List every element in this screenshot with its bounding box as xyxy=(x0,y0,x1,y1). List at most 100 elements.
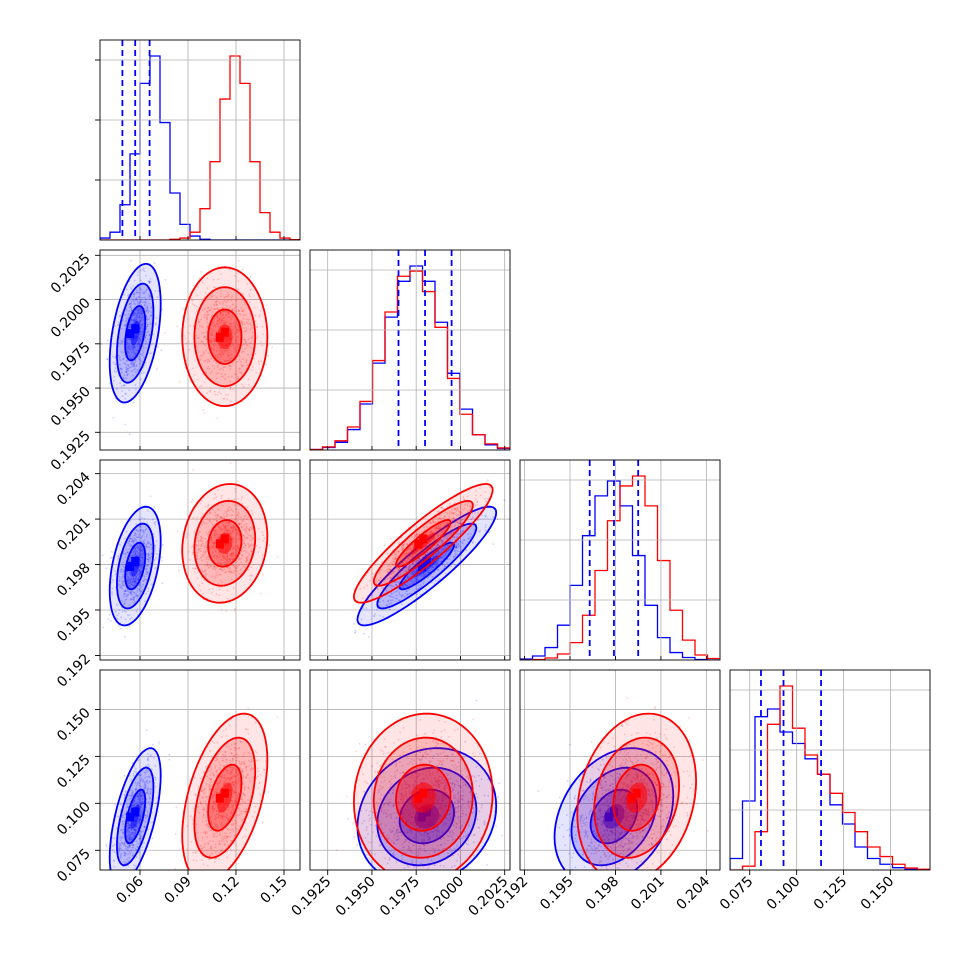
scatter-point xyxy=(232,564,235,567)
scatter-point xyxy=(406,594,409,597)
scatter-point xyxy=(121,565,124,568)
scatter-point xyxy=(231,329,234,332)
scatter-point xyxy=(460,512,463,514)
scatter-point xyxy=(232,527,235,530)
scatter-point xyxy=(140,528,142,531)
scatter-point xyxy=(466,495,469,498)
scatter-point xyxy=(408,558,411,560)
scatter-point xyxy=(144,784,147,787)
scatter-point xyxy=(128,591,131,594)
scatter-point xyxy=(134,388,137,391)
scatter-point xyxy=(436,544,439,547)
scatter-point xyxy=(127,582,129,585)
scatter-point xyxy=(145,528,147,530)
scatter-point xyxy=(477,519,479,521)
scatter-point xyxy=(246,532,249,534)
scatter-point xyxy=(133,364,136,367)
scatter-point xyxy=(222,301,225,303)
scatter-point xyxy=(235,552,238,555)
scatter-point xyxy=(237,310,240,313)
scatter-point xyxy=(214,532,216,535)
scatter-point xyxy=(448,558,451,561)
scatter-point xyxy=(129,824,132,826)
scatter-point xyxy=(215,593,218,596)
scatter-point xyxy=(154,545,157,547)
scatter-point xyxy=(415,578,418,581)
scatter-point xyxy=(140,537,143,539)
scatter-point xyxy=(446,550,448,553)
scatter-point xyxy=(411,536,413,538)
scatter-point xyxy=(248,338,250,340)
scatter-point xyxy=(390,599,392,602)
scatter-point xyxy=(136,307,139,310)
scatter-point xyxy=(446,562,449,564)
scatter-point xyxy=(147,560,149,563)
scatter-point xyxy=(395,580,398,583)
scatter-point xyxy=(254,314,257,317)
scatter-point xyxy=(132,346,135,349)
scatter-point xyxy=(205,556,207,559)
scatter-point xyxy=(225,510,228,513)
scatter-point xyxy=(125,309,128,312)
scatter-point xyxy=(405,552,408,555)
scatter-point xyxy=(228,558,231,560)
scatter-point xyxy=(226,353,229,355)
scatter-point xyxy=(133,835,136,837)
scatter-point xyxy=(407,551,410,554)
scatter-point xyxy=(244,544,247,547)
scatter-point xyxy=(439,526,442,528)
scatter-point xyxy=(106,358,109,361)
scatter-point xyxy=(226,597,229,600)
scatter-point xyxy=(229,386,232,388)
scatter-point xyxy=(193,568,196,570)
scatter-point xyxy=(139,795,142,797)
scatter-point xyxy=(458,519,460,522)
scatter-point xyxy=(215,574,218,577)
scatter-point xyxy=(115,573,117,576)
scatter-point xyxy=(148,280,151,283)
scatter-point xyxy=(214,511,217,514)
scatter-point xyxy=(130,351,133,354)
scatter-point xyxy=(134,788,137,791)
scatter-point xyxy=(136,821,139,824)
scatter-point xyxy=(224,528,227,531)
scatter-point xyxy=(239,371,241,373)
scatter-point xyxy=(221,517,223,519)
scatter-point xyxy=(198,321,200,324)
scatter-point xyxy=(230,578,233,581)
scatter-point xyxy=(123,797,126,800)
scatter-point xyxy=(120,852,123,855)
scatter-point xyxy=(139,333,142,335)
scatter-point xyxy=(416,532,419,535)
scatter-point xyxy=(242,565,245,567)
scatter-point xyxy=(418,557,421,560)
scatter-point xyxy=(236,328,239,331)
scatter-point xyxy=(122,384,125,386)
scatter-point xyxy=(122,358,124,361)
scatter-point xyxy=(251,366,254,369)
scatter-point xyxy=(128,548,131,551)
scatter-point xyxy=(132,293,135,296)
scatter-point xyxy=(409,565,411,568)
scatter-point xyxy=(260,360,263,363)
scatter-point xyxy=(133,312,136,315)
scatter-point xyxy=(376,609,378,611)
scatter-point xyxy=(142,558,145,561)
scatter-point xyxy=(191,498,194,501)
scatter-point xyxy=(126,836,129,838)
scatter-point xyxy=(249,301,251,303)
scatter-point xyxy=(117,321,120,324)
scatter-point xyxy=(139,805,142,807)
scatter-point xyxy=(117,612,120,615)
scatter-point xyxy=(228,565,231,568)
scatter-point xyxy=(354,631,357,633)
scatter-point xyxy=(246,506,249,508)
scatter-point xyxy=(142,319,144,321)
scatter-point xyxy=(146,564,149,567)
scatter-point xyxy=(387,600,390,603)
scatter-point xyxy=(193,374,196,376)
scatter-point xyxy=(377,579,380,581)
scatter-point xyxy=(226,529,229,532)
scatter-point xyxy=(213,325,216,328)
scatter-point xyxy=(242,330,245,333)
